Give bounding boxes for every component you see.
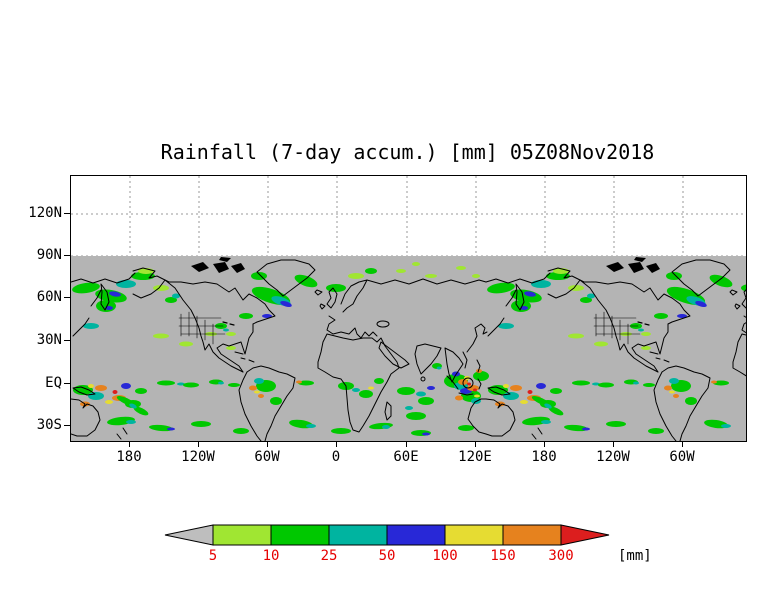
map-gray-background — [71, 256, 746, 441]
colorbar-label: 150 — [490, 548, 516, 564]
x-tick-label: 120W — [181, 449, 215, 465]
x-axis-tick — [544, 441, 545, 447]
world-map-svg — [71, 176, 746, 441]
colorbar-label: 50 — [378, 548, 396, 564]
x-axis-tick — [198, 441, 199, 447]
y-axis-tick — [64, 425, 71, 426]
x-tick-label: 180 — [116, 449, 142, 465]
y-axis-tick — [64, 340, 71, 341]
colorbar-label: 25 — [320, 548, 338, 564]
x-axis-tick — [406, 441, 407, 447]
y-tick-label: 120N — [28, 205, 62, 221]
colorbar-unit: [mm] — [618, 548, 652, 564]
x-axis-tick — [129, 441, 130, 447]
colorbar-label: 10 — [262, 548, 280, 564]
y-axis-tick — [64, 383, 71, 384]
x-tick-label: 120E — [458, 449, 492, 465]
x-axis-tick — [267, 441, 268, 447]
y-axis-tick — [64, 255, 71, 256]
colorbar-label: 5 — [208, 548, 218, 564]
y-axis-tick — [64, 297, 71, 298]
x-tick-label: 60W — [254, 449, 280, 465]
x-tick-label: 60W — [669, 449, 695, 465]
y-tick-label: 60N — [36, 289, 62, 305]
y-axis-tick — [64, 213, 71, 214]
x-tick-label: 120W — [596, 449, 630, 465]
colorbar-segment — [328, 524, 388, 546]
y-tick-label: 30N — [36, 332, 62, 348]
x-axis-tick — [613, 441, 614, 447]
y-tick-label: 90N — [36, 247, 62, 263]
x-tick-label: 60E — [393, 449, 419, 465]
colorbar-segment — [386, 524, 446, 546]
map-plot-frame — [70, 175, 747, 442]
colorbar-svg — [164, 524, 610, 546]
x-tick-label: 180 — [531, 449, 557, 465]
colorbar-segment — [444, 524, 504, 546]
colorbar — [163, 524, 611, 550]
colorbar-label: 300 — [548, 548, 574, 564]
y-tick-label: EQ — [45, 375, 62, 391]
x-tick-label: 0 — [331, 449, 341, 465]
x-axis-tick — [475, 441, 476, 447]
x-axis-tick — [682, 441, 683, 447]
colorbar-left-arrow — [164, 524, 214, 546]
colorbar-segment — [270, 524, 330, 546]
colorbar-label: 100 — [432, 548, 458, 564]
x-axis-tick — [336, 441, 337, 447]
y-tick-label: 30S — [36, 417, 62, 433]
colorbar-segment — [502, 524, 562, 546]
colorbar-segment — [212, 524, 272, 546]
colorbar-right-arrow — [560, 524, 610, 546]
chart-title: Rainfall (7-day accum.) [mm] 05Z08Nov201… — [160, 140, 655, 164]
